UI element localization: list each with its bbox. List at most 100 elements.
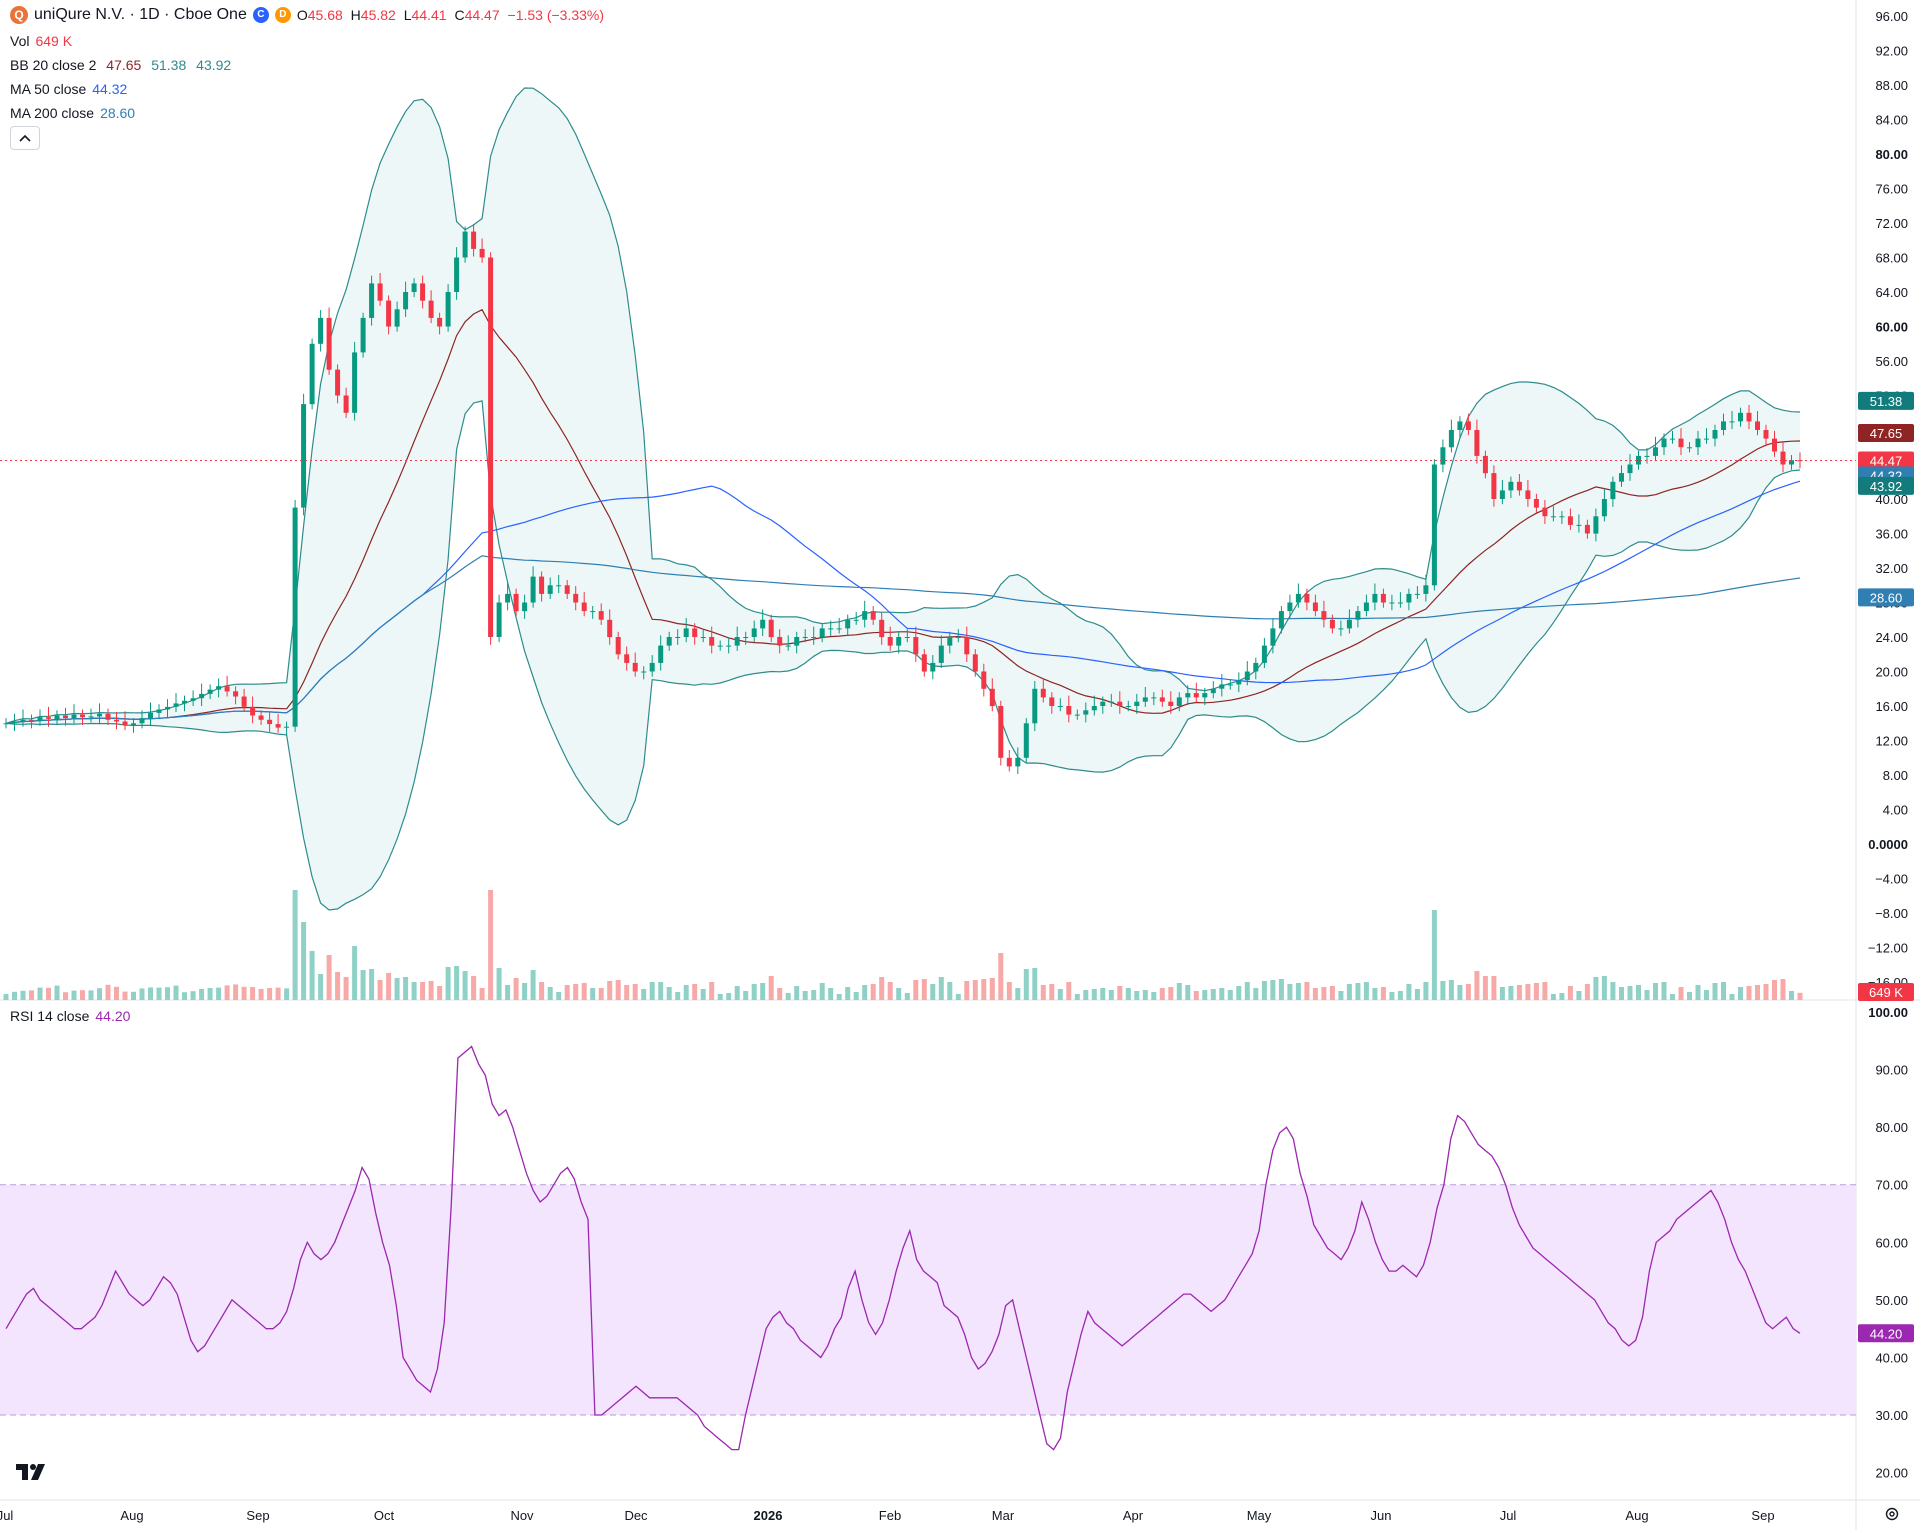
tradingview-logo-icon[interactable] <box>14 1460 46 1484</box>
volume-bar <box>1499 987 1505 1000</box>
candle-body <box>1653 447 1658 456</box>
volume-bar <box>1117 986 1123 1000</box>
volume-bar <box>1312 988 1318 1000</box>
candle-body <box>1210 688 1216 694</box>
volume-bar <box>505 985 511 1000</box>
rsi-tick-label: 90.00 <box>1875 1063 1908 1078</box>
volume-bar <box>1448 980 1454 1000</box>
volume-label: 649 K <box>1869 985 1903 1000</box>
volume-bar <box>63 992 68 1000</box>
lower-band-label: 43.92 <box>1870 479 1903 494</box>
y-tick-label: 0.0000 <box>1868 837 1908 852</box>
volume-bar <box>326 955 332 1000</box>
volume-bar <box>301 922 307 1000</box>
volume-bar <box>666 987 672 1000</box>
rsi-tick-label: 40.00 <box>1875 1350 1908 1365</box>
candle-body <box>437 317 443 327</box>
candle-body <box>1193 693 1199 698</box>
candle-body <box>717 645 723 647</box>
volume-bar <box>377 980 383 1000</box>
x-tick-label: Mar <box>992 1508 1015 1523</box>
gear-icon[interactable] <box>1884 1506 1900 1522</box>
volume-bar <box>692 984 698 1000</box>
ma200-line <box>5 555 1801 724</box>
candle-body <box>105 713 111 720</box>
upper-band-label: 51.38 <box>1870 394 1903 409</box>
candle-body <box>615 637 621 655</box>
volume-bar <box>836 994 842 1000</box>
volume-bar <box>216 987 222 1000</box>
volume-bar <box>904 993 910 1000</box>
y-tick-label: 20.00 <box>1875 665 1908 680</box>
x-tick-label: Feb <box>879 1508 901 1523</box>
volume-bar <box>998 953 1004 1000</box>
ma50-legend[interactable]: MA 50 close 44.32 <box>10 81 128 97</box>
volume-bar <box>284 988 290 1000</box>
candle-body <box>870 611 876 620</box>
candle-body <box>989 688 995 707</box>
candle-body <box>1134 701 1140 706</box>
symbol-title[interactable]: uniQure N.V. · 1D · Cboe One <box>34 6 247 23</box>
ma200-legend[interactable]: MA 200 close 28.60 <box>10 105 136 121</box>
candle-body <box>445 292 451 327</box>
candle-body <box>20 719 26 722</box>
volume-bar <box>1057 989 1063 1000</box>
candle-body <box>258 715 264 720</box>
candle-body <box>1508 481 1514 491</box>
volume-bar <box>1670 994 1675 1000</box>
candle-body <box>1704 438 1709 440</box>
volume-bar <box>751 984 757 1000</box>
volume-bar <box>97 988 102 1000</box>
volume-bar <box>573 984 579 1000</box>
volume-bar <box>530 970 536 1000</box>
candle-body <box>250 706 256 716</box>
volume-bar <box>1619 987 1624 1000</box>
volume-bar <box>658 982 664 1000</box>
volume-bar <box>1704 990 1709 1000</box>
candle-body <box>284 726 290 728</box>
volume-bar <box>607 981 613 1000</box>
volume-bar <box>683 985 689 1000</box>
rsi-tick-label: 70.00 <box>1875 1178 1908 1193</box>
volume-bar <box>386 973 392 1000</box>
volume-bar <box>335 972 341 1000</box>
bb-legend[interactable]: BB 20 close 2 47.65 51.38 43.92 <box>10 57 232 73</box>
y-tick-label: 80.00 <box>1875 147 1908 162</box>
rsi-tick-label: 20.00 <box>1875 1466 1908 1481</box>
x-tick-label: Oct <box>374 1508 395 1523</box>
candle-body <box>1023 723 1029 758</box>
volume-bar <box>1151 992 1157 1000</box>
volume-bar <box>1567 986 1573 1000</box>
candle-body <box>131 723 136 725</box>
y-tick-label: 36.00 <box>1875 527 1908 542</box>
rsi-legend[interactable]: RSI 14 close 44.20 <box>10 1008 131 1024</box>
upper-band-label-bg <box>1858 391 1914 410</box>
volume-bar <box>394 978 400 1000</box>
volume-bar <box>1168 987 1174 1000</box>
candle-body <box>998 706 1004 758</box>
candle-body <box>1049 697 1055 706</box>
candle-body <box>1738 412 1743 422</box>
volume-bar <box>1040 985 1046 1000</box>
volume-bar <box>1755 985 1760 1000</box>
volume-bar <box>921 979 927 1000</box>
vol-legend[interactable]: Vol 649 K <box>10 33 73 49</box>
volume-bar <box>241 986 247 1000</box>
candle-body <box>581 602 587 612</box>
candle-body <box>420 283 426 301</box>
collapse-legend-button[interactable] <box>10 126 40 150</box>
candle-body <box>88 716 94 718</box>
x-tick-label: Nov <box>510 1508 534 1523</box>
volume-bar <box>1797 992 1803 1000</box>
volume-bar <box>1083 990 1089 1000</box>
volume-bar <box>54 985 60 1000</box>
volume-bar <box>641 989 647 1000</box>
candle-body <box>862 611 868 620</box>
volume-bar <box>71 990 77 1000</box>
symbol-legend[interactable]: Q uniQure N.V. · 1D · Cboe One C D O45.6… <box>10 6 608 24</box>
volume-bar <box>224 985 230 1000</box>
candle-body <box>1202 693 1208 698</box>
candle-body <box>122 721 128 725</box>
